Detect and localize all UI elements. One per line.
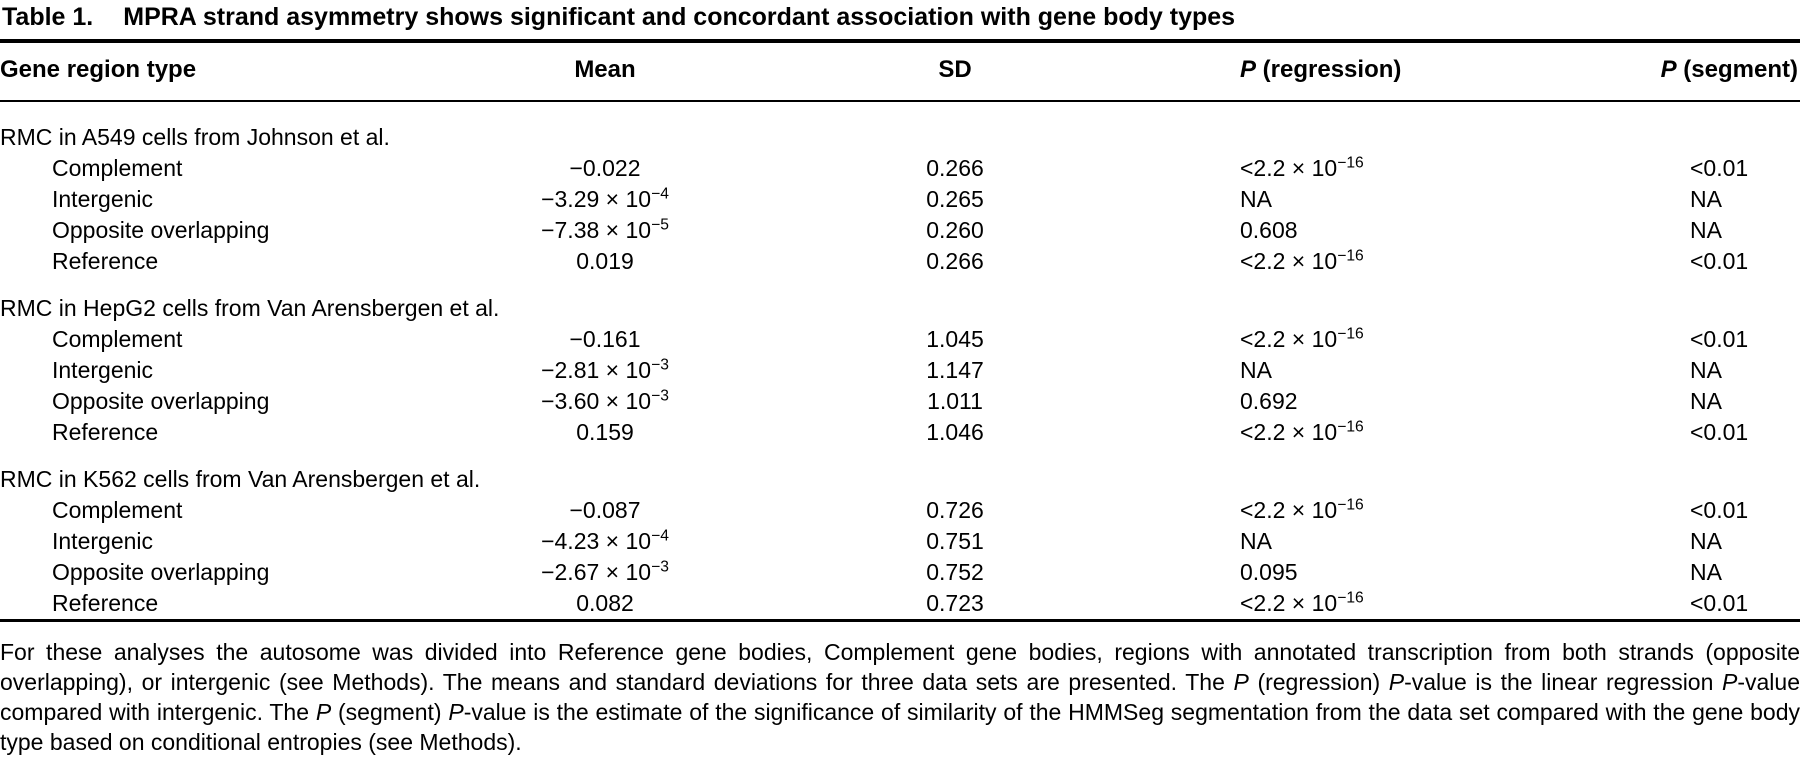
table-row: Complement −0.161 1.045 <2.2 × 10−16 <0.… bbox=[0, 324, 1800, 355]
group-header-label: RMC in K562 cells from Van Arensbergen e… bbox=[0, 466, 481, 492]
column-header-mean: Mean bbox=[574, 56, 636, 83]
sd-cell: 0.751 bbox=[926, 528, 984, 554]
column-header-sd: SD bbox=[938, 56, 972, 83]
table-row: Complement −0.087 0.726 <2.2 × 10−16 <0.… bbox=[0, 495, 1800, 526]
group-header-label: RMC in A549 cells from Johnson et al. bbox=[0, 124, 390, 150]
table-row: Opposite overlapping −7.38 × 10−5 0.260 … bbox=[0, 215, 1800, 246]
region-cell: Opposite overlapping bbox=[52, 559, 270, 585]
mean-cell: −2.81 × 10−3 bbox=[541, 356, 669, 383]
sd-cell: 1.011 bbox=[927, 388, 983, 414]
region-cell: Complement bbox=[52, 326, 183, 352]
region-cell: Reference bbox=[52, 590, 159, 616]
table-body: RMC in A549 cells from Johnson et al. Co… bbox=[0, 101, 1800, 621]
data-table: Gene region type Mean SD P (regression) … bbox=[0, 39, 1800, 622]
region-cell: Reference bbox=[52, 419, 159, 445]
sd-cell: 0.265 bbox=[926, 186, 984, 212]
sd-cell: 0.752 bbox=[926, 559, 984, 585]
p-regression-cell: <2.2 × 10−16 bbox=[1240, 496, 1364, 523]
p-segment-cell: NA bbox=[1690, 528, 1722, 554]
mean-cell: 0.159 bbox=[576, 419, 634, 445]
p-regression-cell: <2.2 × 10−16 bbox=[1240, 247, 1364, 274]
p-segment-cell: NA bbox=[1690, 559, 1722, 585]
region-cell: Intergenic bbox=[52, 528, 154, 554]
mean-cell: −3.29 × 10−4 bbox=[541, 185, 669, 212]
table-caption: Table 1. MPRA strand asymmetry shows sign… bbox=[2, 3, 1800, 32]
table-label: Table 1. bbox=[2, 3, 94, 31]
p-regression-cell: <2.2 × 10−16 bbox=[1240, 154, 1364, 181]
group-header-row-hepg2: RMC in HepG2 cells from Van Arensbergen … bbox=[0, 277, 1800, 324]
region-cell: Opposite overlapping bbox=[52, 388, 270, 414]
table-footnote: For these analyses the autosome was divi… bbox=[0, 639, 1800, 755]
sd-cell: 0.726 bbox=[926, 497, 984, 523]
region-cell: Opposite overlapping bbox=[52, 217, 270, 243]
mean-cell: −0.022 bbox=[569, 155, 641, 181]
table-row: Reference 0.159 1.046 <2.2 × 10−16 <0.01 bbox=[0, 417, 1800, 448]
table-row: Reference 0.019 0.266 <2.2 × 10−16 <0.01 bbox=[0, 246, 1800, 277]
sd-cell: 0.260 bbox=[926, 217, 984, 243]
mean-cell: 0.019 bbox=[576, 248, 634, 274]
region-cell: Complement bbox=[52, 497, 183, 523]
sd-cell: 1.045 bbox=[926, 326, 984, 352]
p-segment-cell: <0.01 bbox=[1690, 419, 1749, 445]
table-row: Intergenic −4.23 × 10−4 0.751 NA NA bbox=[0, 526, 1800, 557]
table-row: Opposite overlapping −2.67 × 10−3 0.752 … bbox=[0, 557, 1800, 588]
column-header-gene-region-type: Gene region type bbox=[0, 56, 197, 83]
p-regression-cell: 0.692 bbox=[1240, 388, 1298, 414]
p-segment-cell: <0.01 bbox=[1690, 590, 1749, 616]
p-segment-cell: NA bbox=[1690, 186, 1722, 212]
p-regression-cell: 0.608 bbox=[1240, 217, 1298, 243]
mean-cell: −0.161 bbox=[569, 326, 641, 352]
p-segment-cell: <0.01 bbox=[1690, 248, 1749, 274]
region-cell: Complement bbox=[52, 155, 183, 181]
header-row: Gene region type Mean SD P (regression) … bbox=[0, 41, 1800, 101]
p-segment-cell: NA bbox=[1690, 217, 1722, 243]
mean-cell: 0.082 bbox=[576, 590, 634, 616]
table-row: Reference 0.082 0.723 <2.2 × 10−16 <0.01 bbox=[0, 588, 1800, 621]
table-header: Gene region type Mean SD P (regression) … bbox=[0, 41, 1800, 101]
region-cell: Reference bbox=[52, 248, 159, 274]
paper-table-figure: Table 1. MPRA strand asymmetry shows sign… bbox=[0, 3, 1800, 757]
mean-cell: −7.38 × 10−5 bbox=[541, 216, 669, 243]
p-regression-cell: <2.2 × 10−16 bbox=[1240, 325, 1364, 352]
p-regression-cell: NA bbox=[1240, 528, 1272, 554]
mean-cell: −0.087 bbox=[569, 497, 641, 523]
column-header-p-segment: P (segment) bbox=[1660, 56, 1798, 83]
mean-cell: −3.60 × 10−3 bbox=[541, 387, 669, 414]
table-title: MPRA strand asymmetry shows significant … bbox=[123, 3, 1236, 31]
group-header-label: RMC in HepG2 cells from Van Arensbergen … bbox=[0, 295, 500, 321]
sd-cell: 1.147 bbox=[926, 357, 984, 383]
p-segment-cell: <0.01 bbox=[1690, 155, 1749, 181]
table-row: Complement −0.022 0.266 <2.2 × 10−16 <0.… bbox=[0, 153, 1800, 184]
p-segment-cell: <0.01 bbox=[1690, 497, 1749, 523]
p-segment-cell: NA bbox=[1690, 388, 1722, 414]
group-header-row-k562: RMC in K562 cells from Van Arensbergen e… bbox=[0, 448, 1800, 495]
region-cell: Intergenic bbox=[52, 186, 154, 212]
p-segment-cell: <0.01 bbox=[1690, 326, 1749, 352]
table-row: Intergenic −3.29 × 10−4 0.265 NA NA bbox=[0, 184, 1800, 215]
p-regression-cell: <2.2 × 10−16 bbox=[1240, 589, 1364, 616]
p-regression-cell: NA bbox=[1240, 186, 1272, 212]
p-segment-cell: NA bbox=[1690, 357, 1722, 383]
sd-cell: 0.266 bbox=[926, 248, 984, 274]
sd-cell: 0.266 bbox=[926, 155, 984, 181]
table-row: Opposite overlapping −3.60 × 10−3 1.011 … bbox=[0, 386, 1800, 417]
table-row: Intergenic −2.81 × 10−3 1.147 NA NA bbox=[0, 355, 1800, 386]
sd-cell: 0.723 bbox=[926, 590, 984, 616]
group-header-row-a549: RMC in A549 cells from Johnson et al. bbox=[0, 101, 1800, 153]
mean-cell: −2.67 × 10−3 bbox=[541, 558, 669, 585]
sd-cell: 1.046 bbox=[926, 419, 984, 445]
p-regression-cell: <2.2 × 10−16 bbox=[1240, 418, 1364, 445]
p-regression-cell: NA bbox=[1240, 357, 1272, 383]
region-cell: Intergenic bbox=[52, 357, 154, 383]
mean-cell: −4.23 × 10−4 bbox=[541, 527, 669, 554]
column-header-p-regression: P (regression) bbox=[1240, 56, 1402, 83]
p-regression-cell: 0.095 bbox=[1240, 559, 1298, 585]
